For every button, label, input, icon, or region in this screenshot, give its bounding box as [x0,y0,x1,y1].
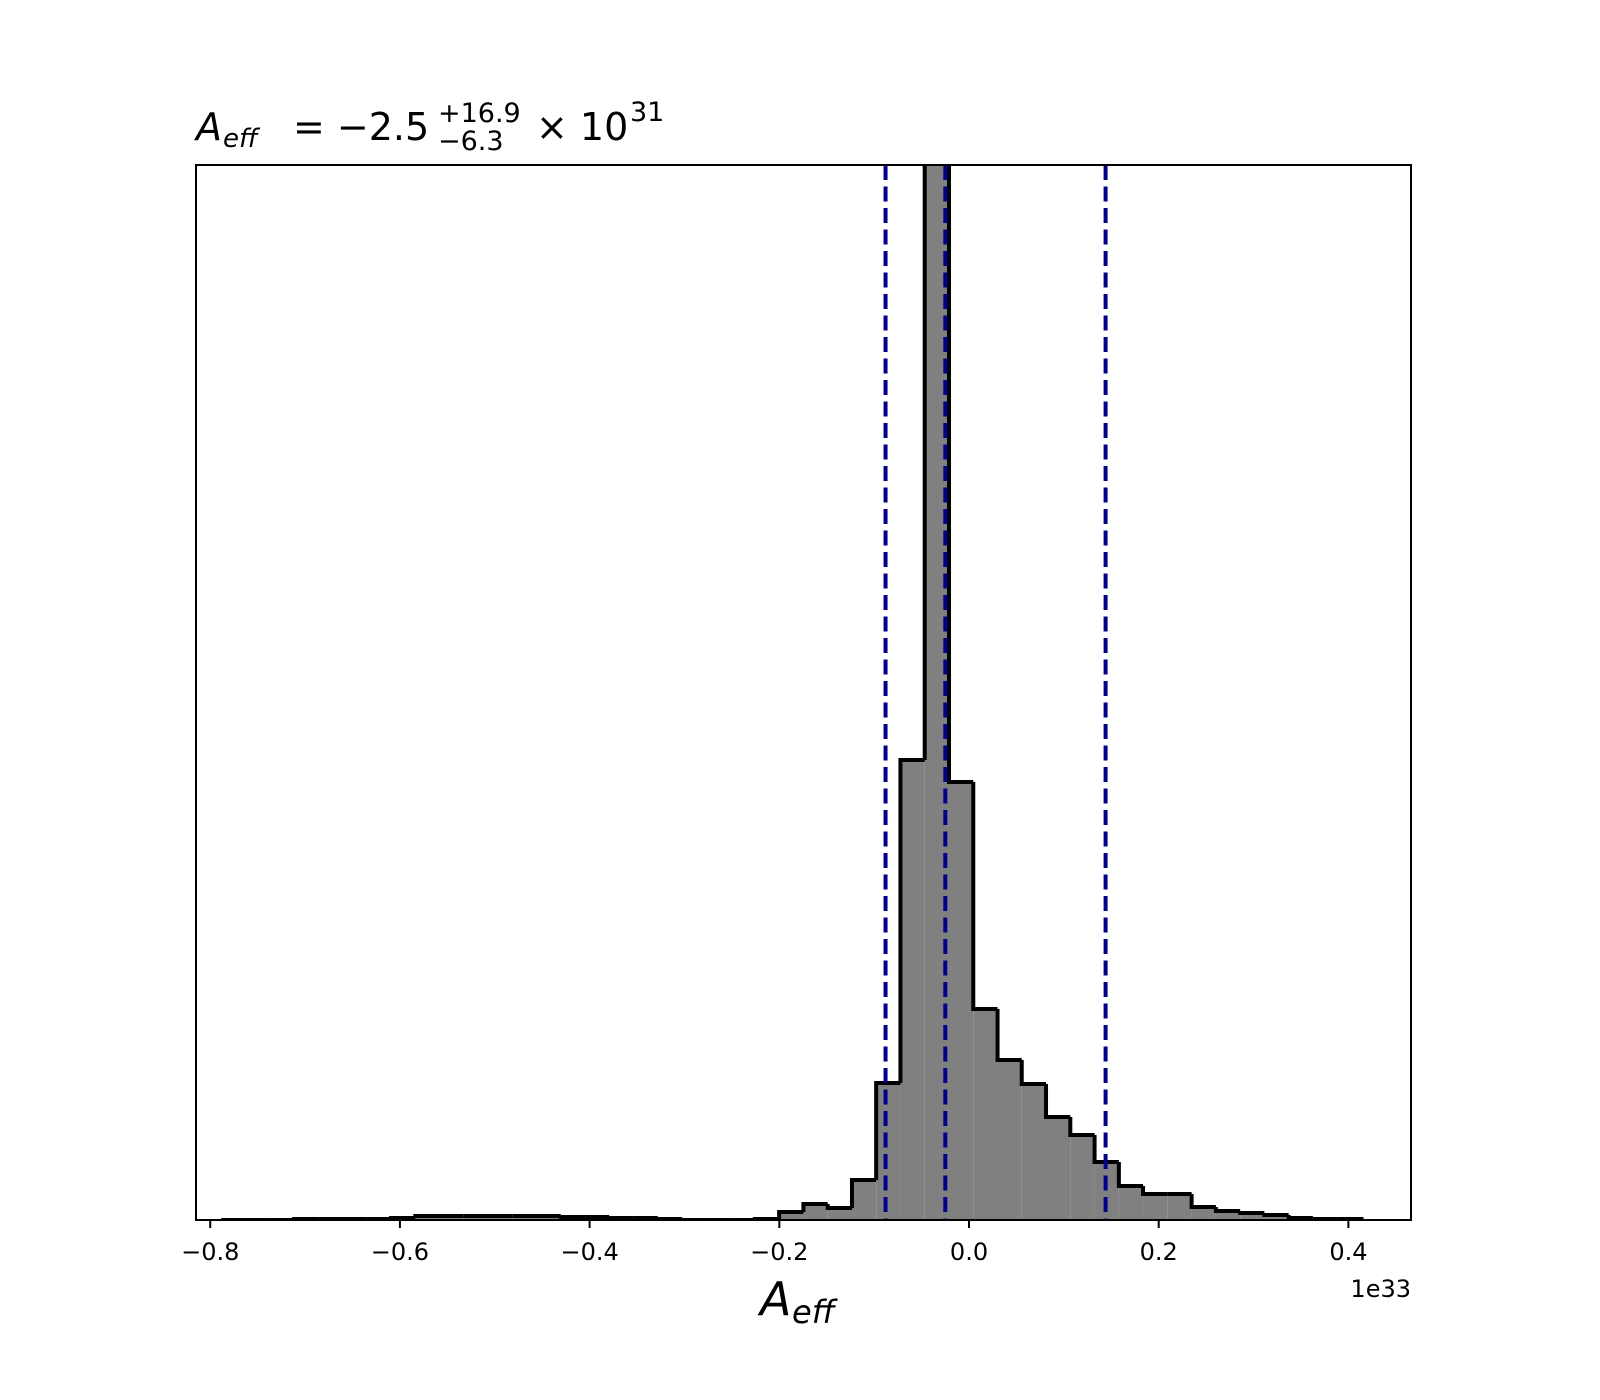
x-tick-label: −0.2 [750,1238,808,1266]
bar [997,1060,1022,1220]
bar-outline [777,1210,804,1219]
bar-outline [1213,1207,1241,1213]
x-tick-label: 0.2 [1140,1238,1178,1266]
bar [1118,1186,1144,1220]
bar [1215,1211,1241,1220]
bar-outline [1238,1211,1265,1215]
bar-outline [971,782,998,1011]
title-upper: +16.9 [438,98,521,129]
plot-area [221,165,1364,1220]
x-tick-label: −0.4 [560,1238,618,1266]
bar [973,1009,998,1220]
bar-outline [389,1216,416,1220]
bar [1191,1207,1216,1220]
bar [948,782,974,1220]
x-tick-label: −0.6 [371,1238,429,1266]
title-lower: −6.3 [438,126,504,157]
bar-outline [825,1204,852,1210]
bar [803,1204,828,1220]
x-tick-label: −0.8 [181,1238,239,1266]
bar [1046,1117,1071,1220]
bar-outline [1044,1084,1071,1119]
bar-outline [655,1217,683,1220]
bar-outline [1019,1060,1047,1086]
x-axis-label-symbol: A [757,1272,791,1326]
bar-outline [1310,1217,1338,1220]
bar-outline [1189,1194,1216,1209]
bar [1167,1194,1192,1220]
bar-outline [946,165,974,784]
bar-outline [922,165,927,760]
bar-outline [607,1216,634,1220]
axes-frame [195,164,1412,1221]
bar [1070,1135,1095,1220]
bar-outline [1068,1117,1095,1137]
title-times: × 10 [536,105,628,149]
title-exponent: 31 [630,97,664,128]
bar-outline [413,1214,440,1218]
bar-outline [995,1009,1022,1062]
bar-outline [874,1081,901,1180]
bar [876,1083,901,1220]
title-subscript: eff [223,124,261,154]
offset-label: 1e33 [1350,1275,1411,1303]
x-tick-label: 0.0 [950,1238,988,1266]
bar [779,1212,804,1220]
bar-outline [801,1202,828,1212]
bar-outline [1262,1213,1289,1217]
bar [827,1208,852,1220]
bar [1264,1215,1289,1220]
title-value: = −2.5 [293,105,429,149]
title-symbol: A [193,105,222,149]
x-axis-label-subscript: eff [792,1293,839,1331]
bar-outline [558,1215,586,1219]
bar-outline [1141,1186,1168,1196]
bar-outline [1286,1215,1313,1220]
bar [1240,1213,1265,1220]
bar-outline [1116,1162,1144,1188]
bar [1021,1084,1047,1220]
bar-outline [849,1178,877,1208]
bar-outline [1092,1135,1119,1164]
x-tick-label: 0.4 [1329,1238,1367,1266]
bar [851,1180,877,1220]
bar-outline [898,758,925,1083]
bar [900,760,925,1220]
bar [1143,1194,1168,1220]
